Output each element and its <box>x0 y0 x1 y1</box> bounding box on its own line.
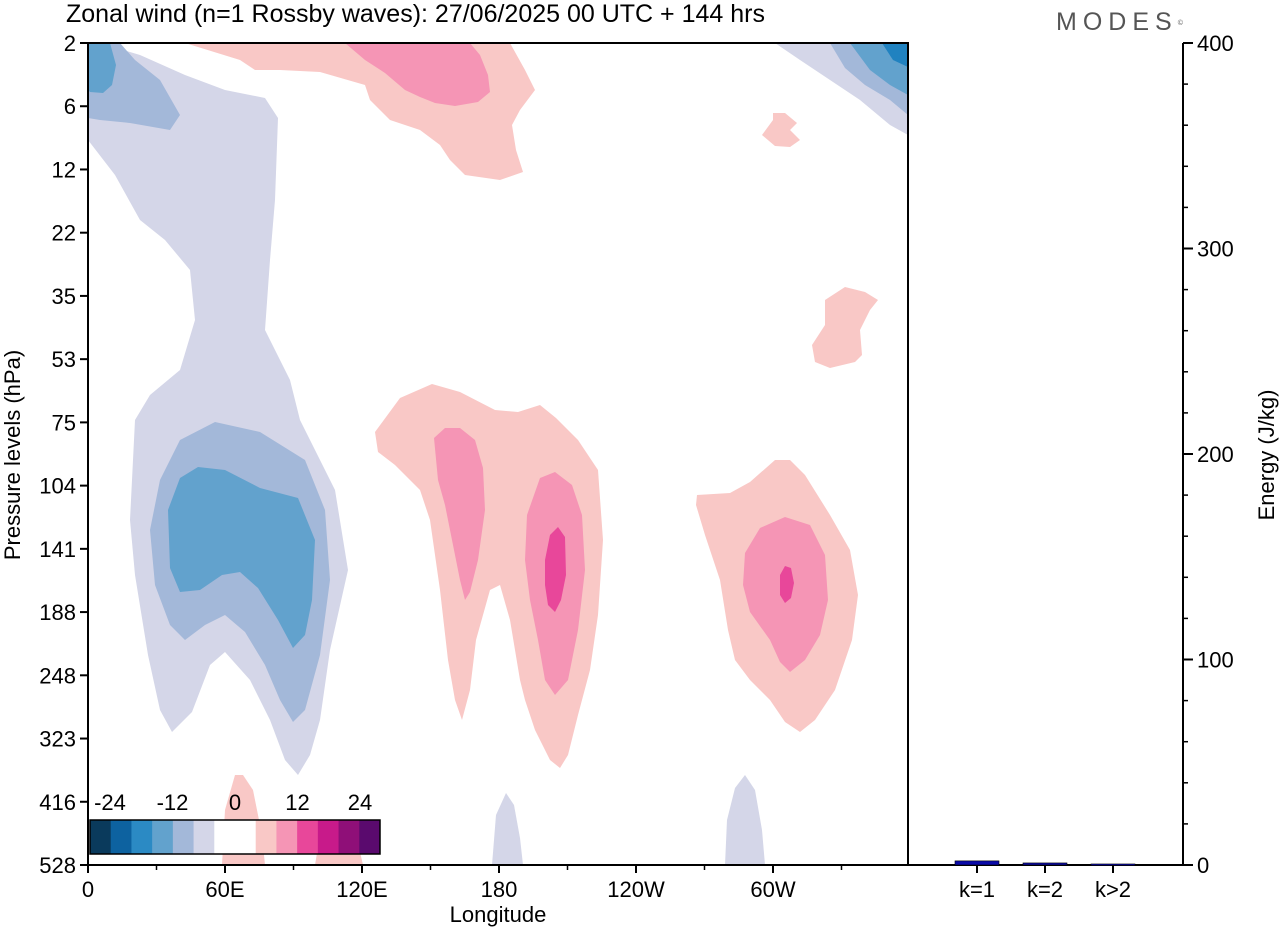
y-tick-label: 528 <box>39 853 76 878</box>
contour-field <box>88 43 908 865</box>
colorbar-cell <box>90 820 112 854</box>
colorbar-cells <box>90 820 381 854</box>
x-tick-label: 120E <box>336 877 387 902</box>
energy-category-label: k>2 <box>1095 877 1131 902</box>
colorbar-cell <box>214 820 236 854</box>
energy-bar <box>954 860 1000 866</box>
brand-logo: MODES© <box>1056 8 1183 36</box>
energy-panel: 0 100 200 300 400 k=1 k=2 k>2 <box>908 31 1234 902</box>
contour-negative-strong <box>88 43 116 93</box>
x-tick-label: 180 <box>481 877 518 902</box>
y-tick-label: 248 <box>39 663 76 688</box>
y-tick-label: 75 <box>52 410 76 435</box>
colorbar-label: 0 <box>229 790 241 815</box>
y-tick-label: 53 <box>52 347 76 372</box>
contour-positive-mid <box>434 428 485 600</box>
y-tick-label: 141 <box>39 537 76 562</box>
colorbar-cell <box>338 820 360 854</box>
x-tick-label: 60W <box>750 877 795 902</box>
colorbar-cell <box>193 820 215 854</box>
colorbar-labels: -24 -12 0 12 24 <box>94 790 372 815</box>
colorbar-cell <box>255 820 277 854</box>
colorbar-cell <box>131 820 153 854</box>
y-tick-label: 188 <box>39 600 76 625</box>
y-tick-label: 416 <box>39 790 76 815</box>
contour-negative-weak <box>725 775 765 865</box>
colorbar-frame <box>89 819 381 855</box>
y-tick-label: 22 <box>52 221 76 246</box>
colorbar-cell <box>235 820 257 854</box>
brand-text: MODES <box>1056 8 1178 36</box>
energy-axis-title: Energy (J/kg) <box>1254 390 1279 521</box>
pressure-axis: 2 6 12 22 35 53 75 104 141 188 248 323 416 528 <box>39 31 88 878</box>
contour-negative-strongest <box>882 43 908 67</box>
contour-negative-strong <box>168 467 315 648</box>
chart-title: Zonal wind (n=1 Rossby waves): 27/06/202… <box>66 0 765 28</box>
colorbar-cell <box>297 820 319 854</box>
contour-positive-weak <box>762 113 800 147</box>
colorbar: -24 -12 0 12 24 <box>89 790 381 855</box>
energy-tick-label: 200 <box>1197 442 1234 467</box>
energy-tick-label: 0 <box>1197 853 1209 878</box>
y-axis-title: Pressure levels (hPa) <box>0 350 25 560</box>
y-tick-label: 35 <box>52 284 76 309</box>
y-tick-label: 12 <box>52 157 76 182</box>
brand-mark: © <box>1177 20 1183 27</box>
colorbar-label: -24 <box>94 790 126 815</box>
energy-category-label: k=1 <box>959 877 995 902</box>
x-tick-label: 0 <box>82 877 94 902</box>
contour-positive-mid <box>345 43 490 106</box>
colorbar-cell <box>152 820 174 854</box>
y-tick-label: 104 <box>39 474 76 499</box>
colorbar-cell <box>110 820 132 854</box>
contour-negative-weak <box>492 793 523 865</box>
colorbar-cell <box>172 820 195 854</box>
contour-positive-weak <box>812 287 878 368</box>
energy-tick-label: 100 <box>1197 648 1234 673</box>
energy-tick-label: 300 <box>1197 237 1234 262</box>
main-axes: 2 6 12 22 35 53 75 104 141 188 248 323 416 528 0 60E 12… <box>39 31 909 902</box>
colorbar-cell <box>317 820 340 854</box>
x-tick-label: 120W <box>607 877 665 902</box>
colorbar-label: 24 <box>348 790 372 815</box>
contour-positive-strong <box>545 527 566 612</box>
energy-bars: k=1 k=2 k>2 <box>954 860 1136 902</box>
y-tick-label: 323 <box>39 727 76 752</box>
colorbar-cell <box>276 820 298 854</box>
energy-bar <box>1022 862 1068 866</box>
contour-positive-strong <box>780 566 794 603</box>
y-tick-label: 6 <box>64 94 76 119</box>
x-tick-label: 60E <box>205 877 244 902</box>
colorbar-label: 12 <box>285 790 309 815</box>
y-tick-label: 2 <box>64 31 76 56</box>
colorbar-cell <box>359 820 381 854</box>
energy-tick-label: 400 <box>1197 31 1234 56</box>
longitude-axis: 0 60E 120E 180 120W 60W <box>82 865 843 902</box>
energy-axis: 0 100 200 300 400 <box>1183 31 1234 878</box>
colorbar-label: -12 <box>157 790 189 815</box>
energy-category-label: k=2 <box>1027 877 1063 902</box>
x-axis-title: Longitude <box>450 902 547 927</box>
